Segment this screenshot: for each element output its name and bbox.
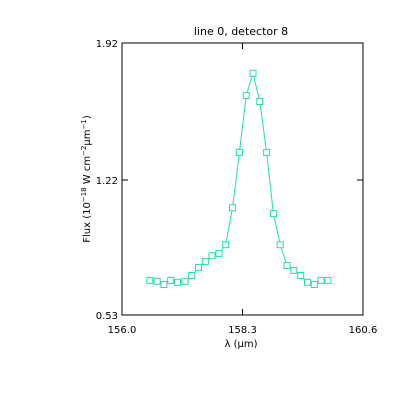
series-group [146, 69, 332, 288]
data-point [283, 262, 291, 269]
data-point [229, 204, 236, 212]
data-point [222, 241, 230, 249]
data-point [160, 281, 168, 288]
data-point [146, 276, 154, 284]
data-point [310, 281, 318, 288]
y-axis-label: Flux (10−18 W cm−2μm−1) [80, 115, 93, 243]
data-point [256, 98, 264, 105]
y-axis: 0.53 1.22 1.92 [96, 39, 363, 322]
data-point [195, 263, 202, 271]
x-tick-label: 160.6 [349, 325, 378, 336]
data-point [290, 266, 298, 274]
y-tick-label: 1.92 [96, 39, 118, 50]
x-axis-label: λ (μm) [224, 339, 257, 350]
data-point [249, 69, 257, 77]
x-axis: 156.0 158.3 160.6 [108, 43, 378, 336]
data-point [188, 272, 196, 279]
chart-title: line 0, detector 8 [194, 25, 288, 38]
data-point [317, 276, 325, 284]
data-point [181, 277, 189, 285]
data-point [269, 210, 277, 218]
data-point [242, 92, 250, 100]
data-point [324, 276, 332, 284]
data-point [235, 148, 243, 156]
y-tick-label: 0.53 [96, 311, 118, 322]
series-line [149, 71, 328, 286]
data-point [276, 241, 284, 249]
data-point [304, 278, 311, 286]
data-point [297, 272, 305, 279]
data-point [263, 148, 271, 156]
data-point [201, 258, 209, 266]
data-point [174, 278, 181, 286]
y-tick-label: 1.22 [96, 176, 118, 187]
data-point [215, 250, 223, 258]
x-tick-label: 158.3 [228, 325, 257, 336]
data-point [208, 252, 216, 260]
x-tick-label: 156.0 [108, 325, 137, 336]
data-point [153, 277, 161, 285]
data-point [167, 276, 175, 284]
plot-frame [121, 42, 364, 316]
